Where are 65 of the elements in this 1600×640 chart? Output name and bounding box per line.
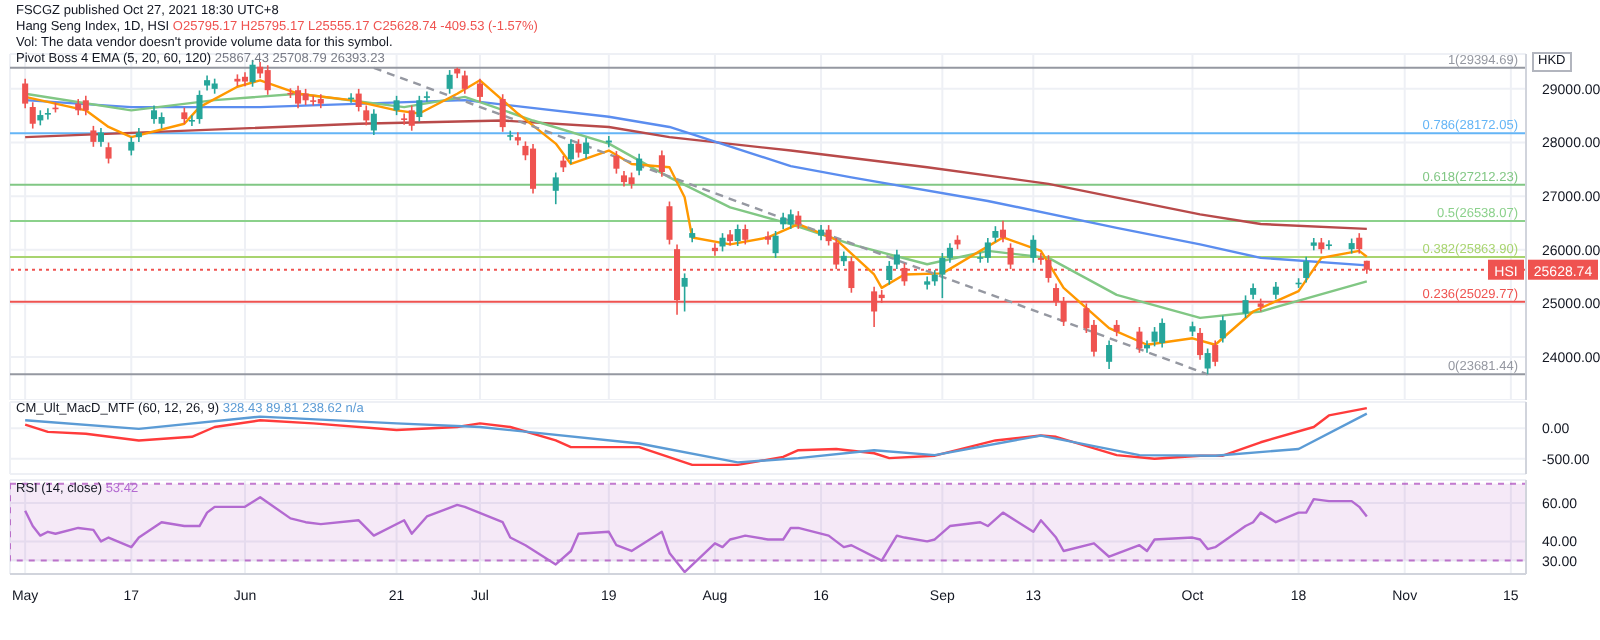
candlestick (567, 138, 574, 165)
candlestick (613, 150, 620, 175)
candlestick (575, 138, 582, 159)
candlestick (772, 230, 779, 259)
candlestick (461, 69, 468, 95)
candlestick (946, 242, 953, 264)
candlestick (666, 200, 673, 246)
candlestick (711, 242, 718, 257)
candlestick (295, 84, 302, 109)
candlestick (128, 136, 135, 157)
candlestick (29, 101, 36, 130)
candlestick (401, 112, 408, 126)
candlestick (734, 223, 741, 247)
candlestick (529, 143, 537, 195)
candlestick (742, 223, 749, 246)
candlestick (82, 95, 89, 116)
candlestick (499, 93, 506, 133)
line-series (23, 496, 1369, 574)
candlestick (1219, 314, 1226, 344)
candlestick (393, 95, 400, 116)
candlestick (1030, 234, 1037, 264)
candlestick (1325, 239, 1332, 251)
candlestick (423, 90, 430, 103)
candlestick (787, 208, 794, 230)
candlestick (97, 127, 104, 148)
candlestick (310, 95, 317, 107)
candlestick (1007, 242, 1014, 270)
candlestick (416, 95, 423, 123)
candlestick (1106, 339, 1113, 370)
candlestick (90, 125, 97, 148)
candlestick (1197, 327, 1204, 361)
candlestick (1143, 339, 1151, 354)
candlestick (22, 77, 29, 109)
candlestick (105, 141, 112, 165)
candlestick (249, 59, 256, 88)
candlestick (1303, 255, 1310, 284)
candlestick (1136, 326, 1143, 354)
candlestick (1356, 232, 1363, 255)
candlestick (264, 64, 271, 96)
candlestick (1212, 339, 1219, 367)
candlestick (1204, 347, 1211, 375)
candlestick (658, 149, 665, 178)
candlestick (833, 237, 840, 270)
candlestick (583, 136, 590, 160)
candlestick (681, 272, 688, 313)
candlestick (886, 260, 893, 286)
candlestick (1159, 317, 1166, 349)
candlestick (150, 104, 158, 125)
candlestick (446, 69, 453, 95)
candlestick (507, 129, 514, 142)
candlestick (636, 152, 643, 177)
candlestick (196, 89, 203, 125)
candlestick (408, 104, 415, 132)
candlestick (893, 249, 900, 270)
candlestick (1151, 326, 1158, 348)
candlestick (1242, 294, 1249, 319)
candlestick (476, 77, 483, 103)
candlestick (605, 135, 612, 149)
candlestick (984, 237, 991, 264)
candlestick (719, 232, 726, 253)
candlestick (552, 171, 559, 205)
candlestick (370, 108, 377, 136)
candlestick (44, 107, 51, 121)
candlestick (999, 220, 1007, 244)
candlestick (939, 252, 946, 299)
